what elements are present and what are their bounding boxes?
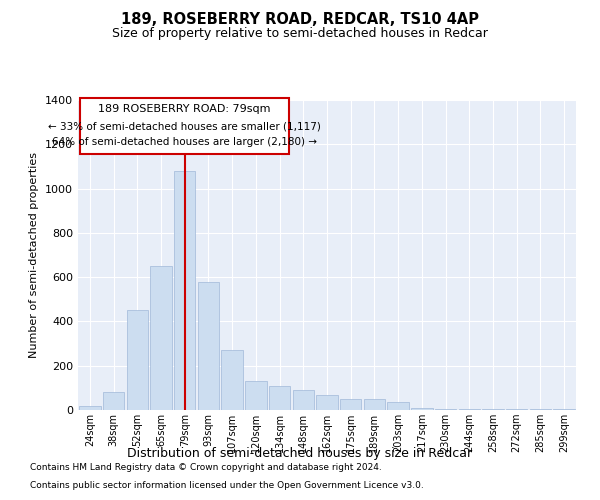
Bar [316,394,338,410]
Bar [79,406,101,410]
Bar [221,350,243,410]
Text: Contains HM Land Registry data © Crown copyright and database right 2024.: Contains HM Land Registry data © Crown c… [30,464,382,472]
Bar [293,390,314,410]
Bar [269,386,290,410]
Text: 189 ROSEBERRY ROAD: 79sqm: 189 ROSEBERRY ROAD: 79sqm [98,104,271,115]
Bar [127,310,148,410]
Text: Contains public sector information licensed under the Open Government Licence v3: Contains public sector information licen… [30,481,424,490]
Text: 189, ROSEBERRY ROAD, REDCAR, TS10 4AP: 189, ROSEBERRY ROAD, REDCAR, TS10 4AP [121,12,479,28]
Text: Distribution of semi-detached houses by size in Redcar: Distribution of semi-detached houses by … [127,448,473,460]
Bar [174,171,196,410]
Bar [482,409,503,410]
Text: 64% of semi-detached houses are larger (2,180) →: 64% of semi-detached houses are larger (… [52,136,317,146]
Bar [245,381,266,410]
Bar [506,409,527,410]
Bar [388,402,409,410]
Bar [103,392,124,410]
Bar [80,98,289,154]
Bar [553,409,575,410]
Bar [151,266,172,410]
Bar [458,409,480,410]
Text: Size of property relative to semi-detached houses in Redcar: Size of property relative to semi-detach… [112,28,488,40]
Bar [198,282,219,410]
Bar [411,408,433,410]
Y-axis label: Number of semi-detached properties: Number of semi-detached properties [29,152,40,358]
Bar [340,399,361,410]
Bar [435,409,456,410]
Bar [530,409,551,410]
Bar [364,399,385,410]
Text: ← 33% of semi-detached houses are smaller (1,117): ← 33% of semi-detached houses are smalle… [48,121,321,131]
